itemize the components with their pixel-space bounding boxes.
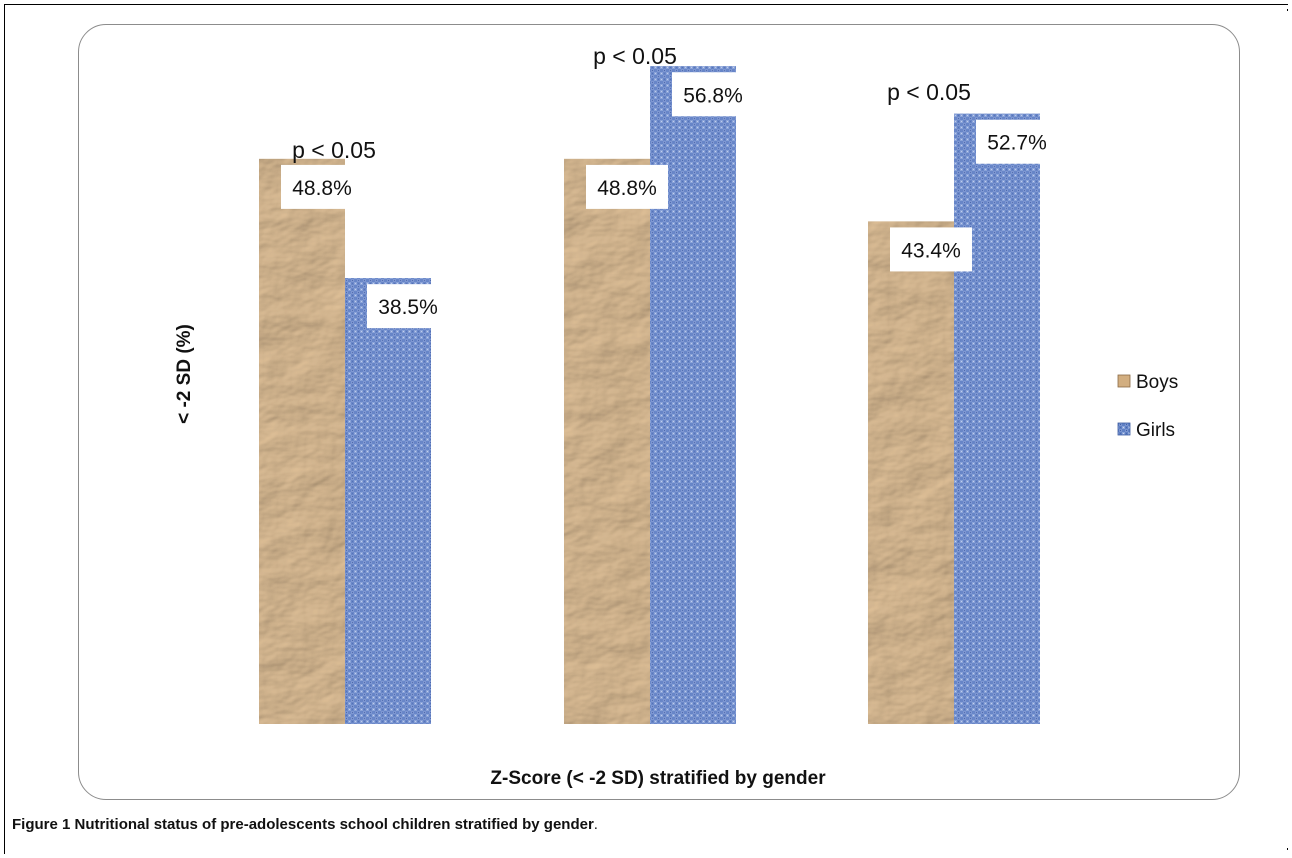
bar-texture-girls-3	[954, 114, 1040, 724]
data-label-boys-1: 48.8%	[292, 177, 352, 200]
legend-label-girls: Girls	[1136, 420, 1175, 441]
data-label-girls-2: 56.8%	[683, 84, 743, 107]
y-axis-label: < -2 SD (%)	[174, 324, 195, 424]
legend-swatch-boys	[1118, 375, 1130, 387]
figure-caption: Figure 1 Nutritional status of pre-adole…	[12, 816, 598, 833]
data-label-boys-2: 48.8%	[597, 177, 657, 200]
bar-texture-girls-1	[345, 278, 431, 724]
x-axis-label: Z-Score (< -2 SD) stratified by gender	[490, 768, 826, 789]
legend-swatch-girls	[1118, 423, 1130, 435]
p-value-annotation-3: p < 0.05	[887, 79, 971, 105]
bar-texture-boys-2	[564, 159, 650, 724]
p-value-annotation-1: p < 0.05	[292, 137, 376, 163]
data-label-girls-3: 52.7%	[987, 132, 1047, 155]
p-value-annotation-2: p < 0.05	[593, 43, 677, 69]
figure-caption-label: Figure 1	[12, 816, 70, 833]
bar-texture-boys-1	[259, 159, 345, 724]
figure-caption-end: .	[594, 816, 598, 833]
legend-item-girls: Girls	[1118, 420, 1175, 441]
bar-texture-boys-3	[868, 221, 954, 724]
figure-caption-text: Nutritional status of pre-adolescents sc…	[75, 816, 594, 833]
legend-item-boys: Boys	[1118, 372, 1178, 393]
data-label-girls-1: 38.5%	[378, 296, 438, 319]
data-label-boys-3: 43.4%	[901, 239, 961, 262]
legend-label-boys: Boys	[1136, 372, 1178, 393]
